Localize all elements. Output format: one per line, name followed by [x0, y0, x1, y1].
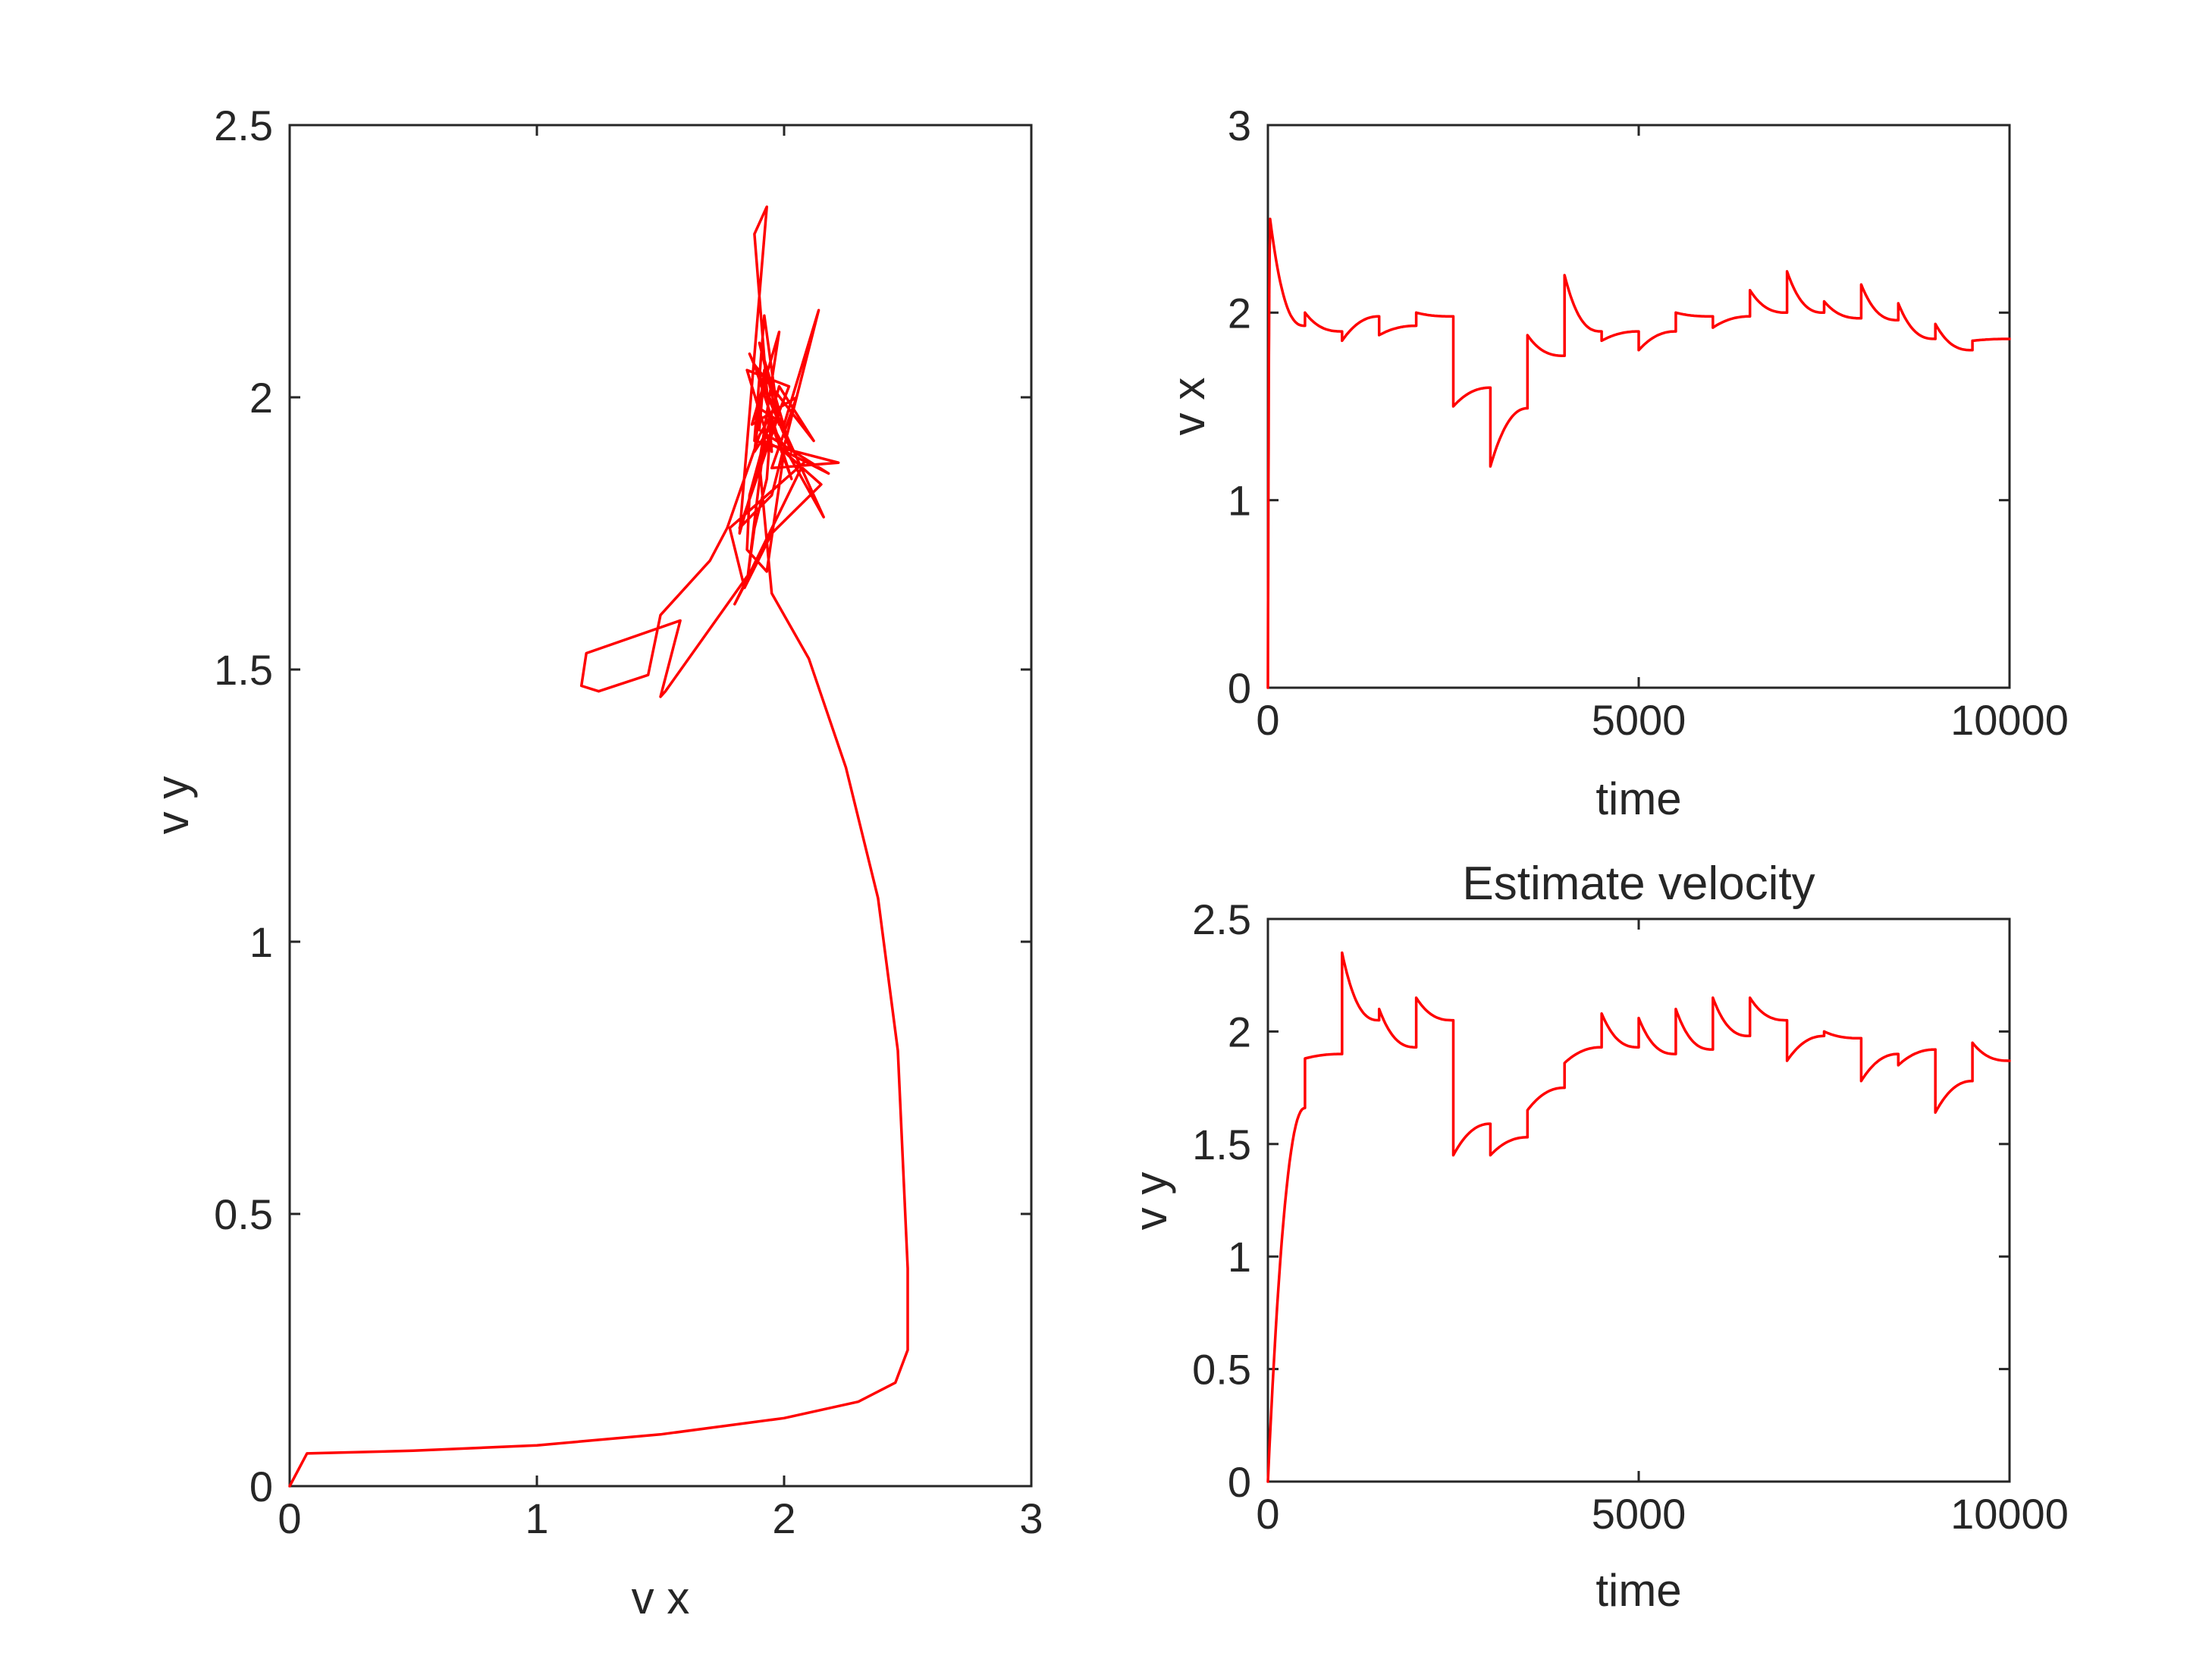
x-tick-label: 0 [1256, 1490, 1279, 1538]
x-tick-label: 3 [1019, 1494, 1043, 1542]
y-tick-label: 2 [1228, 1008, 1251, 1055]
y-tick-label: 0.5 [214, 1190, 273, 1238]
x-tick-label: 10000 [1950, 1490, 2069, 1538]
vx-plot-y-tick-labels: 0 1 2 3 [1228, 102, 1251, 712]
y-tick-label: 1 [1228, 477, 1251, 525]
vy-plot-x-axis-label: time [1595, 1565, 1681, 1616]
x-tick-label: 0 [1256, 696, 1279, 744]
vx-time-series-line [1266, 217, 2011, 689]
phase-y-axis-label: v y [147, 776, 198, 835]
phase-trajectory-line [288, 205, 909, 1488]
phase-x-axis-label: v x [632, 1573, 690, 1623]
vy-plot-title: Estimate velocity [1462, 858, 1815, 910]
vy-plot-x-tick-labels: 0 5000 10000 [1256, 1490, 2068, 1538]
y-tick-label: 0 [1228, 1458, 1251, 1506]
phase-plot-y-tick-labels: 0 0.5 1 1.5 2 2.5 [214, 102, 273, 1510]
y-tick-label: 2 [1228, 289, 1251, 337]
y-tick-label: 3 [1228, 102, 1251, 149]
x-tick-label: 1 [525, 1494, 548, 1542]
vy-time-series-line [1266, 951, 2011, 1483]
vx-plot-x-axis-label: time [1595, 773, 1681, 824]
phase-plot-x-tick-labels: 0 1 2 3 [278, 1494, 1043, 1542]
x-tick-label: 10000 [1950, 696, 2069, 744]
y-tick-label: 1 [249, 918, 273, 966]
y-tick-label: 0 [249, 1463, 273, 1510]
x-tick-label: 5000 [1592, 696, 1686, 744]
y-tick-label: 0 [1228, 664, 1251, 712]
y-tick-label: 1.5 [1192, 1121, 1251, 1168]
y-tick-label: 1 [1228, 1233, 1251, 1281]
y-tick-label: 2.5 [214, 102, 273, 149]
vy-plot-y-axis-label: v y [1125, 1172, 1176, 1231]
vx-plot-x-tick-labels: 0 5000 10000 [1256, 696, 2068, 744]
vy-time-plot-axes: Estimate velocity 0 5000 10000 0 0.5 1 1.5 2 2.… [1125, 858, 2069, 1616]
phase-plot-area [288, 124, 1033, 1488]
vx-plot-area [1266, 124, 2011, 689]
vy-plot-y-tick-labels: 0 0.5 1 1.5 2 2.5 [1192, 895, 1251, 1506]
phase-plot-ticks [288, 124, 1033, 1488]
y-tick-label: 2 [249, 374, 273, 422]
vy-plot-ticks [1266, 917, 2011, 1483]
x-tick-label: 0 [278, 1494, 301, 1542]
x-tick-label: 5000 [1592, 1490, 1686, 1538]
y-tick-label: 1.5 [214, 646, 273, 694]
vx-time-plot-axes: 0 5000 10000 0 1 2 3 time v x [1163, 102, 2069, 824]
phase-plot-axes: 0 1 2 3 0 0.5 1 1.5 2 2.5 v x v y [147, 102, 1043, 1623]
y-tick-label: 0.5 [1192, 1346, 1251, 1394]
vy-plot-area [1266, 917, 2011, 1483]
vx-plot-y-axis-label: v x [1163, 378, 1214, 436]
x-tick-label: 2 [772, 1494, 795, 1542]
y-tick-label: 2.5 [1192, 895, 1251, 943]
